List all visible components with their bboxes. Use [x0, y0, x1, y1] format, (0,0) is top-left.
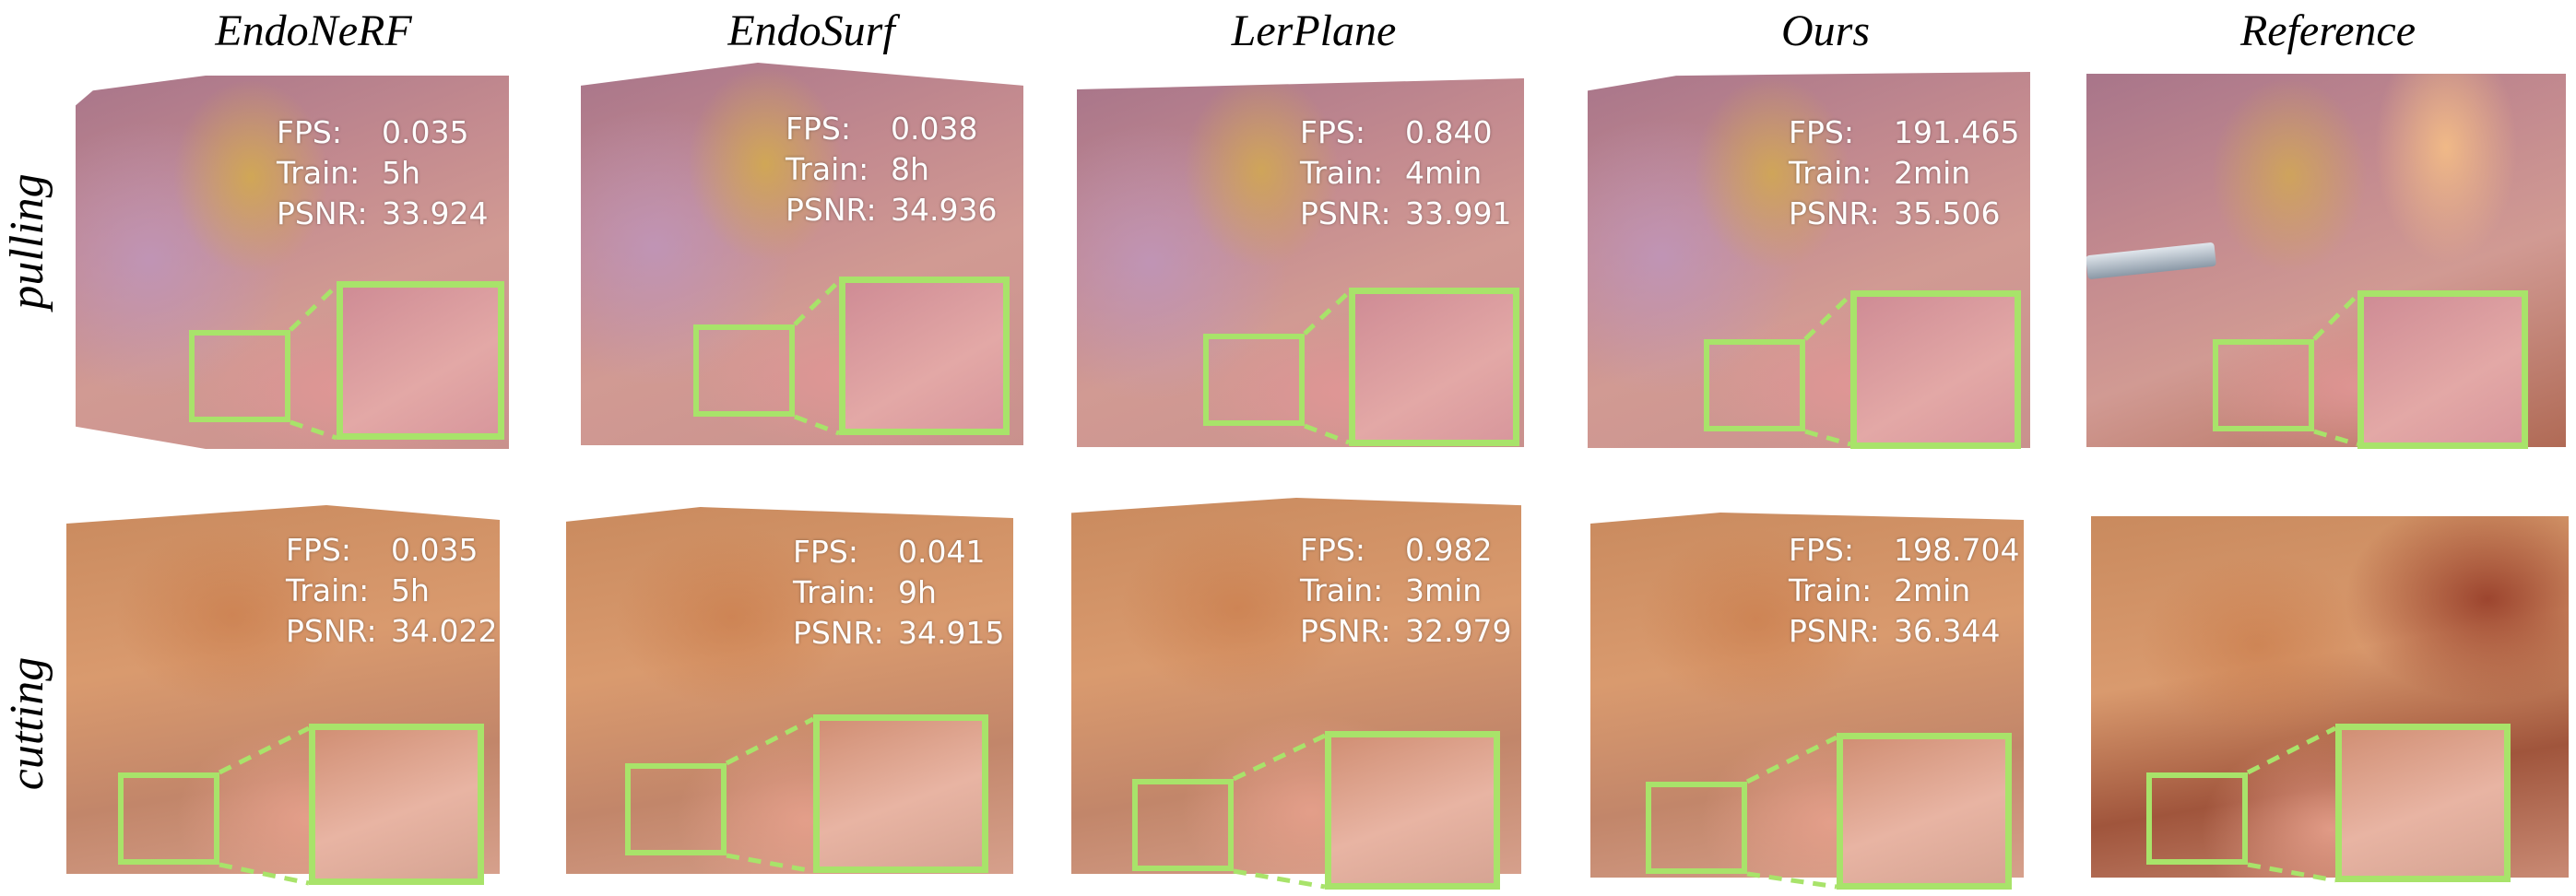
cutting-endosurf-zoom-inset — [813, 714, 988, 873]
pulling-reference-zoom-inset — [2357, 290, 2528, 449]
pulling-ours-highlight-box — [1704, 339, 1805, 431]
cutting-lerplane-highlight-box — [1132, 779, 1234, 871]
pulling-ours-zoom-inset — [1850, 290, 2021, 449]
cutting-reference-highlight-box — [2146, 772, 2248, 865]
pulling-endonerf-metrics: FPS: 0.035 Train: 5h PSNR: 33.924 — [277, 114, 489, 231]
pulling-lerplane-highlight-box — [1203, 334, 1305, 426]
row-label-pulling: pulling — [1, 173, 53, 310]
pulling-endonerf-highlight-box — [189, 330, 290, 422]
pulling-lerplane-metrics: FPS: 0.840 Train: 4min PSNR: 33.991 — [1300, 114, 1512, 231]
cutting-ours-metrics: FPS: 198.704 Train: 2min PSNR: 36.344 — [1789, 532, 2020, 649]
column-title-ours: Ours — [1780, 6, 1871, 55]
cutting-reference-zoom-inset — [2335, 724, 2511, 882]
column-title-endosurf: EndoSurf — [727, 6, 895, 55]
cutting-lerplane-zoom-inset — [1325, 731, 1500, 890]
cutting-endonerf-zoom-inset — [309, 724, 484, 885]
cutting-lerplane-metrics: FPS: 0.982 Train: 3min PSNR: 32.979 — [1300, 532, 1512, 649]
column-title-endonerf: EndoNeRF — [215, 6, 412, 55]
pulling-endonerf-zoom-inset — [337, 281, 504, 440]
row-label-cutting: cutting — [1, 656, 53, 791]
pulling-reference-highlight-box — [2213, 339, 2314, 431]
pulling-endosurf-zoom-inset — [839, 277, 1010, 435]
pulling-lerplane-zoom-inset — [1349, 288, 1519, 446]
cutting-ours-zoom-inset — [1837, 733, 2012, 890]
pulling-endosurf-metrics: FPS: 0.038 Train: 8h PSNR: 34.936 — [786, 111, 998, 228]
pulling-endosurf-highlight-box — [693, 324, 795, 417]
cutting-endonerf-metrics: FPS: 0.035 Train: 5h PSNR: 34.022 — [286, 532, 498, 649]
column-title-lerplane: LerPlane — [1231, 6, 1397, 55]
cutting-ours-highlight-box — [1646, 782, 1747, 874]
cutting-endosurf-highlight-box — [625, 763, 727, 855]
cutting-endosurf-metrics: FPS: 0.041 Train: 9h PSNR: 34.915 — [793, 534, 1005, 651]
pulling-ours-metrics: FPS: 191.465 Train: 2min PSNR: 35.506 — [1789, 114, 2020, 231]
column-title-reference: Reference — [2239, 6, 2416, 55]
cutting-endonerf-highlight-box — [118, 772, 219, 865]
